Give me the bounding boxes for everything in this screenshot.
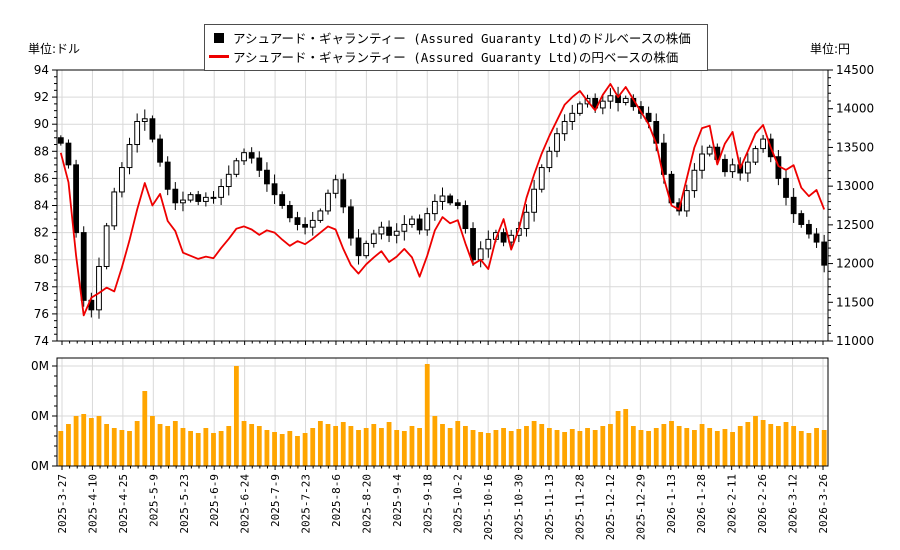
volume-axis: 0M 0M 0M <box>31 359 57 473</box>
legend-label-dollar: アシュアード・ギャランティー (Assured Guaranty Ltd)のドル… <box>233 31 691 46</box>
x-axis: 2025-3-27 2025-4-10 2025-4-25 2025-5-9 2025-… <box>56 341 830 540</box>
svg-text:82: 82 <box>34 226 49 240</box>
svg-text:2026-3-26: 2026-3-26 <box>817 474 830 534</box>
svg-text:2026-2-11: 2026-2-11 <box>726 474 739 534</box>
svg-text:76: 76 <box>34 307 49 321</box>
svg-text:94: 94 <box>34 63 49 77</box>
svg-text:2025-4-10: 2025-4-10 <box>86 474 99 534</box>
svg-text:14500: 14500 <box>836 63 874 77</box>
svg-text:11500: 11500 <box>836 295 874 309</box>
svg-text:13500: 13500 <box>836 140 874 154</box>
svg-text:2025-3-27: 2025-3-27 <box>56 474 69 534</box>
svg-text:2025-9-18: 2025-9-18 <box>421 474 434 534</box>
svg-text:2025-5-9: 2025-5-9 <box>147 474 160 527</box>
svg-text:2026-2-26: 2026-2-26 <box>756 474 769 534</box>
axes <box>56 69 829 467</box>
legend-square-icon <box>214 32 224 43</box>
svg-text:74: 74 <box>34 334 49 348</box>
svg-text:2025-9-4: 2025-9-4 <box>391 474 404 527</box>
svg-text:12000: 12000 <box>836 257 874 271</box>
unit-label-right: 単位:円 <box>810 42 851 56</box>
legend-label-yen: アシュアード・ギャランティー (Assured Guaranty Ltd)の円ベ… <box>233 50 679 65</box>
svg-text:0M: 0M <box>31 359 49 373</box>
svg-text:88: 88 <box>34 144 49 158</box>
legend: アシュアード・ギャランティー (Assured Guaranty Ltd)のドル… <box>204 24 708 71</box>
svg-text:13000: 13000 <box>836 179 874 193</box>
gridlines <box>57 70 828 466</box>
yen-line-series <box>59 83 826 317</box>
legend-item-dollar: アシュアード・ギャランティー (Assured Guaranty Ltd)のドル… <box>213 28 699 47</box>
svg-text:86: 86 <box>34 171 49 185</box>
svg-text:2025-11-28: 2025-11-28 <box>573 474 586 540</box>
svg-text:2026-3-12: 2026-3-12 <box>787 474 800 534</box>
svg-text:2025-12-29: 2025-12-29 <box>634 474 647 540</box>
legend-item-yen: アシュアード・ギャランティー (Assured Guaranty Ltd)の円ベ… <box>209 47 699 66</box>
svg-text:0M: 0M <box>31 459 49 473</box>
svg-text:2025-4-25: 2025-4-25 <box>117 474 130 534</box>
candlestick-series <box>57 86 828 319</box>
svg-text:2025-12-12: 2025-12-12 <box>604 474 617 540</box>
svg-text:2025-10-16: 2025-10-16 <box>482 474 495 540</box>
svg-text:2025-7-23: 2025-7-23 <box>300 474 313 534</box>
legend-line-icon <box>209 55 229 58</box>
svg-text:92: 92 <box>34 90 49 104</box>
svg-text:80: 80 <box>34 253 49 267</box>
svg-text:2025-8-20: 2025-8-20 <box>360 474 373 534</box>
svg-text:2025-8-6: 2025-8-6 <box>330 474 343 527</box>
svg-text:78: 78 <box>34 280 49 294</box>
svg-text:2025-7-9: 2025-7-9 <box>269 474 282 527</box>
svg-text:14000: 14000 <box>836 102 874 116</box>
svg-text:2025-6-9: 2025-6-9 <box>208 474 221 527</box>
right-axis: 11000 11500 12000 12500 13000 13500 14000 14500 <box>828 63 874 348</box>
svg-text:12500: 12500 <box>836 218 874 232</box>
svg-text:11000: 11000 <box>836 334 874 348</box>
svg-text:2025-10-30: 2025-10-30 <box>513 474 526 540</box>
svg-text:0M: 0M <box>31 409 49 423</box>
svg-text:84: 84 <box>34 199 49 213</box>
svg-text:2026-1-28: 2026-1-28 <box>695 474 708 534</box>
svg-text:2025-6-24: 2025-6-24 <box>239 474 252 534</box>
svg-text:90: 90 <box>34 117 49 131</box>
left-axis: 74 76 78 80 82 84 86 88 90 92 94 <box>34 63 57 348</box>
svg-text:2025-5-23: 2025-5-23 <box>178 474 191 534</box>
volume-bars <box>58 364 827 466</box>
unit-label-left: 単位:ドル <box>28 42 81 56</box>
svg-text:2026-1-13: 2026-1-13 <box>665 474 678 534</box>
svg-text:2025-10-2: 2025-10-2 <box>452 474 465 534</box>
svg-text:2025-11-13: 2025-11-13 <box>543 474 556 540</box>
